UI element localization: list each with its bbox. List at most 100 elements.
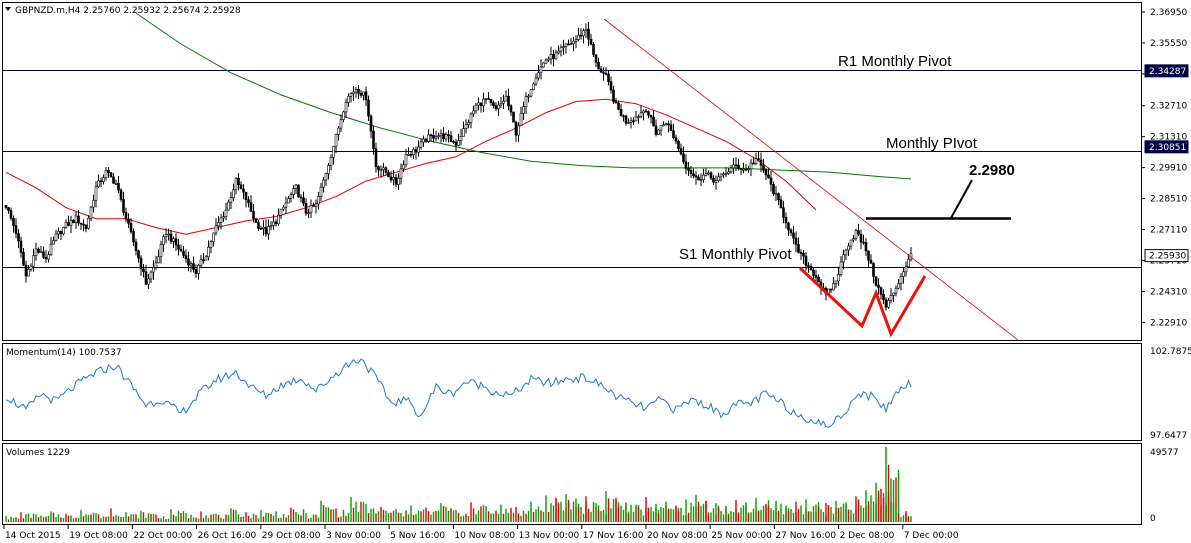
candle-body: [787, 222, 790, 231]
candle-body: [352, 91, 355, 94]
candle-body: [392, 177, 395, 181]
candle-body: [4, 205, 8, 208]
candle-body: [892, 292, 895, 296]
candle-body: [579, 34, 583, 37]
candle-body: [814, 275, 818, 278]
candle-body: [847, 245, 850, 251]
candle-body: [92, 199, 95, 208]
candle-body: [704, 173, 708, 176]
candle-body: [14, 225, 18, 234]
candle-body: [734, 164, 738, 167]
candle-body: [52, 240, 55, 245]
candle-body: [184, 255, 188, 260]
candle-body: [657, 129, 660, 135]
downtrend-line: [603, 18, 1019, 341]
candle-body: [147, 278, 150, 285]
candle-body: [254, 218, 258, 223]
candle-body: [894, 287, 898, 294]
candle-body: [124, 212, 128, 220]
price-tick-label: 2.32710: [1150, 102, 1187, 112]
candle-body: [664, 123, 668, 126]
price-badge-label: 2.34287: [1149, 67, 1186, 77]
candle-body: [497, 104, 500, 110]
candle-body: [264, 226, 268, 235]
candle-body: [39, 251, 43, 254]
candle-body: [779, 199, 783, 209]
price-axis: 2.369502.355502.341502.327102.313102.299…: [1141, 8, 1187, 328]
candle-body: [644, 110, 648, 113]
price-badge-box: [1144, 249, 1189, 263]
candle-body: [414, 149, 418, 153]
candle-body: [379, 169, 383, 172]
candle-body: [647, 111, 650, 116]
candle-body: [907, 258, 910, 267]
price-tick-label: 2.29910: [1150, 164, 1187, 174]
candle-body: [614, 101, 618, 104]
candle-body: [464, 124, 468, 129]
candle-body: [232, 189, 235, 198]
candle-body: [812, 269, 815, 276]
symbol-dropdown-icon[interactable]: [5, 7, 11, 11]
candle-body: [134, 241, 138, 251]
candle-body: [42, 251, 45, 258]
candle-body: [469, 113, 473, 123]
candle-body: [169, 233, 173, 242]
candle-body: [527, 95, 530, 98]
candle-body: [187, 258, 190, 266]
candle-body: [769, 177, 773, 185]
candle-body: [229, 197, 233, 203]
candle-body: [102, 177, 105, 182]
candle-body: [429, 134, 433, 137]
candle-body: [767, 174, 770, 179]
candle-body: [799, 252, 803, 254]
candle-body: [424, 138, 428, 142]
candle-body: [712, 177, 715, 183]
candle-body: [639, 112, 643, 117]
candle-body: [307, 212, 310, 215]
candle-body: [834, 280, 838, 284]
candle-body: [9, 210, 13, 219]
candle-body: [152, 266, 155, 273]
candle-body: [297, 184, 300, 198]
candle-body: [182, 250, 185, 256]
candle-body: [727, 171, 730, 174]
candle-body: [804, 255, 808, 266]
candle-body: [209, 241, 213, 248]
candle-body: [482, 98, 485, 107]
candle-body: [389, 176, 393, 181]
candle-body: [439, 133, 443, 137]
candle-body: [474, 104, 478, 112]
candle-body: [752, 162, 755, 165]
candle-body: [507, 95, 510, 107]
candle-body: [432, 135, 435, 139]
candle-body: [729, 167, 733, 173]
candle-body: [272, 221, 275, 226]
candle-body: [289, 194, 293, 199]
price-badge-label: 2.30851: [1149, 143, 1186, 153]
candle-body: [357, 89, 360, 94]
time-tick-label: 29 Oct 08:00: [262, 531, 321, 541]
time-tick-label: 26 Oct 16:00: [198, 531, 257, 541]
candle-body: [627, 122, 630, 124]
candle-body: [197, 264, 200, 274]
candle-body: [862, 241, 865, 244]
time-tick-label: 3 Nov 00:00: [326, 531, 381, 541]
candle-body: [484, 98, 488, 100]
candle-body: [737, 164, 740, 169]
time-tick-label: 17 Nov 16:00: [583, 531, 644, 541]
candle-body: [582, 30, 585, 37]
candle-body: [397, 177, 400, 185]
price-tick-label: 2.36950: [1150, 8, 1187, 18]
candle-body: [177, 244, 180, 250]
candle-body: [619, 109, 623, 117]
candle-body: [817, 276, 820, 283]
price-badge-box: [1144, 140, 1189, 154]
candle-body: [689, 170, 693, 175]
candle-body: [374, 148, 378, 167]
candle-body: [137, 250, 140, 259]
candle-body: [359, 93, 363, 96]
candle-body: [592, 43, 595, 56]
candle-body: [602, 71, 605, 74]
time-tick-label: 20 Nov 08:00: [647, 531, 708, 541]
